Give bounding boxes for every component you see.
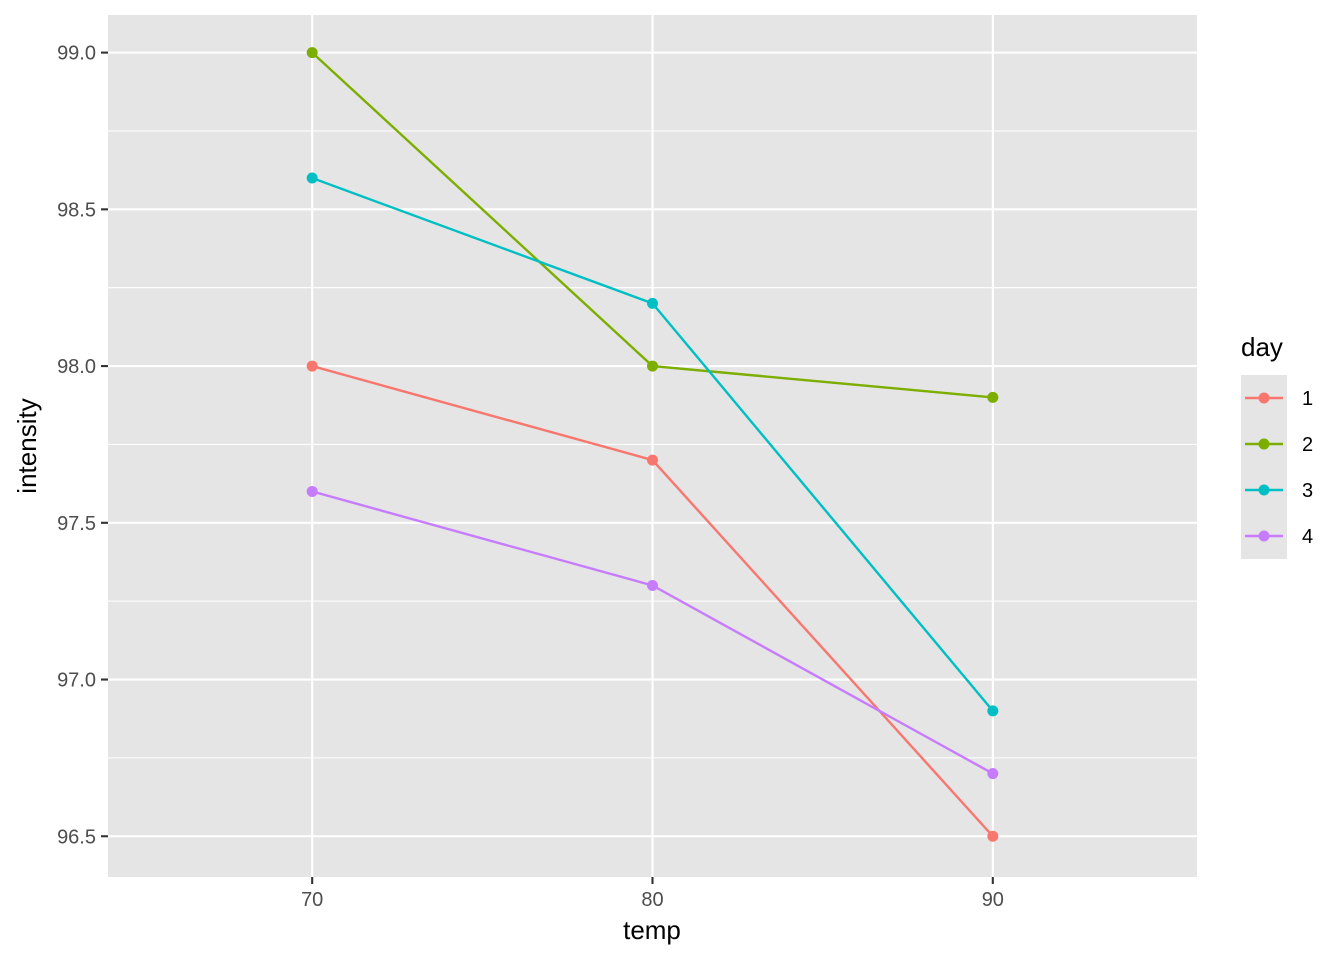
legend-items: 1 2 3 4 bbox=[1241, 375, 1313, 559]
x-tick-label: 70 bbox=[301, 889, 323, 911]
legend-label: 1 bbox=[1302, 388, 1313, 410]
x-tick-label: 80 bbox=[641, 889, 663, 911]
legend-label: 3 bbox=[1302, 480, 1313, 502]
data-point bbox=[987, 768, 999, 780]
y-tick-label: 96.5 bbox=[57, 826, 96, 848]
legend-key-point bbox=[1258, 484, 1270, 496]
legend-item: 2 bbox=[1245, 434, 1313, 456]
data-point bbox=[987, 391, 999, 403]
y-tick-label: 97.5 bbox=[57, 513, 96, 535]
data-point bbox=[306, 360, 318, 372]
data-point bbox=[647, 297, 658, 309]
data-point bbox=[647, 360, 658, 372]
axes: 96.5 97.0 97.5 98.0 98.5 99.0 70 80 90 bbox=[57, 43, 1004, 911]
legend-label: 2 bbox=[1302, 434, 1313, 456]
x-tick-label: 90 bbox=[982, 889, 1004, 911]
legend-item: 4 bbox=[1245, 526, 1313, 548]
series-3 bbox=[306, 172, 999, 717]
x-axis-title: temp bbox=[623, 915, 681, 945]
legend-item: 3 bbox=[1245, 480, 1313, 502]
y-tick-label: 98.0 bbox=[57, 356, 96, 378]
data-point bbox=[987, 830, 999, 842]
y-tick-label: 98.5 bbox=[57, 199, 96, 221]
y-tick-label: 99.0 bbox=[57, 43, 96, 65]
legend-key-point bbox=[1258, 530, 1270, 542]
data-point bbox=[647, 454, 658, 466]
legend: day 1 2 3 4 bbox=[1241, 332, 1313, 559]
data-point bbox=[306, 485, 318, 497]
data-point bbox=[647, 579, 658, 591]
legend-title: day bbox=[1241, 332, 1283, 362]
legend-key-background bbox=[1241, 375, 1287, 559]
y-tick-label: 97.0 bbox=[57, 670, 96, 692]
legend-key-point bbox=[1258, 392, 1270, 404]
legend-item: 1 bbox=[1245, 388, 1313, 410]
data-point bbox=[306, 47, 318, 59]
data-point bbox=[987, 705, 999, 717]
series-4 bbox=[306, 485, 999, 780]
data-point bbox=[306, 172, 318, 184]
legend-key-point bbox=[1258, 438, 1270, 450]
series-2 bbox=[306, 47, 999, 403]
legend-label: 4 bbox=[1302, 526, 1313, 548]
series-layer bbox=[306, 47, 999, 842]
gridlines bbox=[108, 15, 1197, 877]
y-axis-title: intensity bbox=[12, 398, 42, 493]
